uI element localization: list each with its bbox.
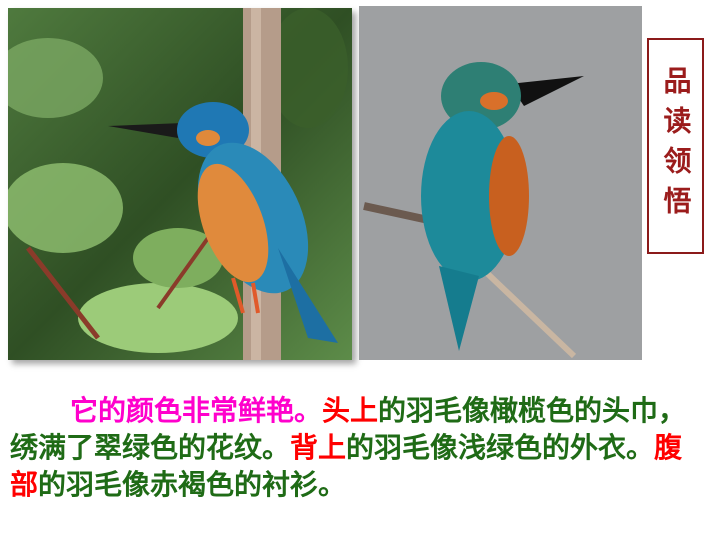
- caption-head-desc: 的羽毛像橄榄色的头巾，绣满了翠绿色的花纹。: [10, 394, 687, 464]
- caption-head-term: 头上: [322, 394, 379, 427]
- side-label-box: 品读领悟: [647, 38, 704, 254]
- caption-belly-term: 腹部: [10, 431, 683, 501]
- kingfisher-photo-right: [359, 6, 642, 360]
- caption-intro: 它的颜色非常鲜艳。: [70, 394, 323, 427]
- kingfisher-photo-left: [8, 8, 352, 360]
- side-label-text: 品读领悟: [659, 66, 693, 226]
- kingfisher-right-illustration: [359, 6, 642, 360]
- caption-belly-desc: 的羽毛像赤褐色的衬衫。: [38, 468, 347, 501]
- caption-back-term: 背上: [290, 431, 347, 464]
- caption-back-desc: 的羽毛像浅绿色的外衣。: [346, 431, 655, 464]
- kingfisher-left-illustration: [8, 8, 352, 360]
- caption-paragraph: 它的颜色非常鲜艳。头上的羽毛像橄榄色的头巾，绣满了翠绿色的花纹。背上的羽毛像浅绿…: [10, 392, 710, 503]
